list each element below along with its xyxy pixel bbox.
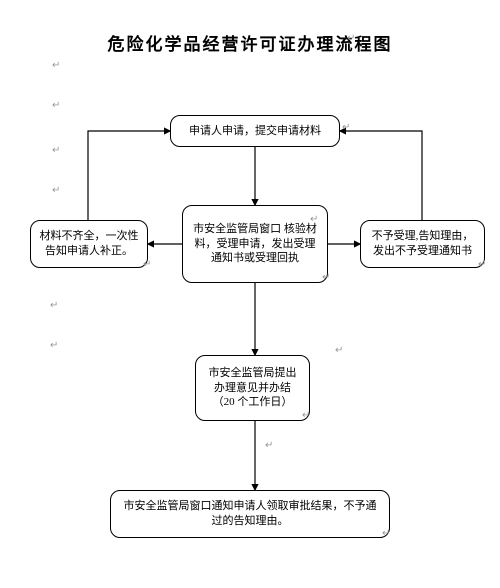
flow-node-n3: 材料不齐全，一次性告知申请人补正。 [30, 220, 148, 268]
para-marker: ↵ [143, 259, 151, 270]
para-marker: ↵ [50, 300, 58, 311]
para-marker: ↵ [52, 185, 60, 196]
para-marker: ↵ [347, 33, 355, 44]
para-marker: ↵ [310, 214, 318, 225]
edge-n3-n1 [88, 131, 170, 220]
para-marker: ↵ [382, 528, 390, 539]
page-title: 危险化学品经营许可证办理流程图 [0, 30, 500, 55]
para-marker: ↵ [50, 340, 58, 351]
para-marker: ↵ [52, 145, 60, 156]
para-marker: ↵ [342, 122, 350, 133]
flow-node-n5: 市安全监管局提出办理意见并办结（20 个工作日） [195, 355, 310, 421]
para-marker: ↵ [322, 272, 330, 283]
edge-n4-n1 [340, 131, 422, 220]
flow-node-n1: 申请人申请，提交申请材料 [170, 115, 340, 147]
para-marker: ↵ [478, 259, 486, 270]
para-marker: ↵ [335, 345, 343, 356]
flow-node-n4: 不予受理,告知理由，发出不予受理通知书 [360, 220, 485, 268]
para-marker: ↵ [265, 440, 273, 451]
para-marker: ↵ [302, 410, 310, 421]
para-marker: ↵ [52, 100, 60, 111]
flow-node-n2: 市安全监管局窗口 核验材料，受理申请，发出受理通知书或受理回执 [182, 205, 328, 283]
flow-node-n6: 市安全监管局窗口通知申请人领取审批结果，不予通过的告知理由。 [110, 490, 390, 538]
para-marker: ↵ [52, 60, 60, 71]
